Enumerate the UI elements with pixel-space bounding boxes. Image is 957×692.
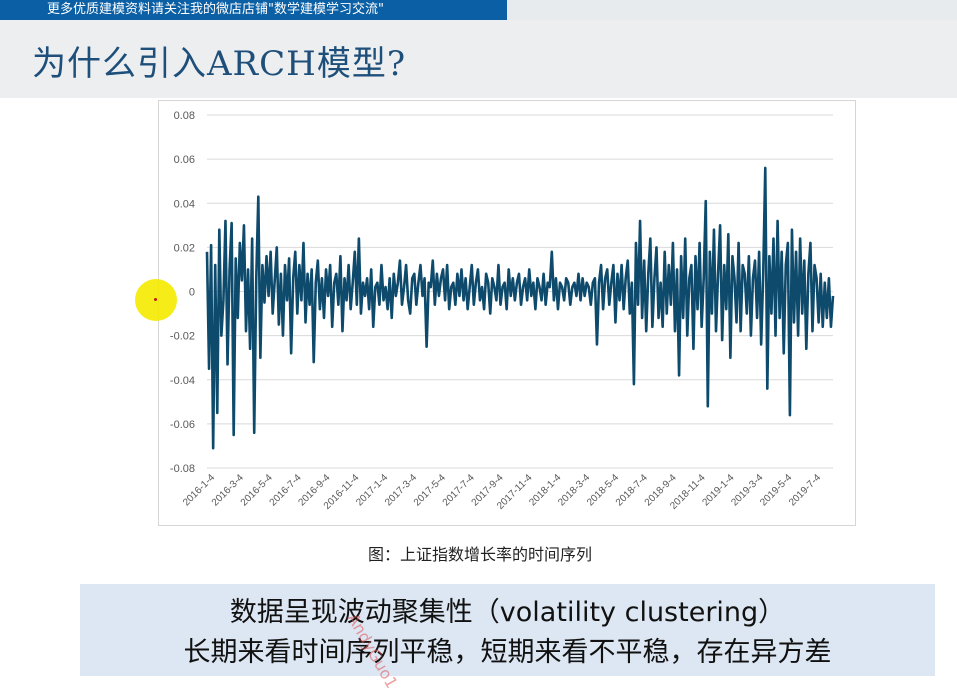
y-tick-label: 0.04 <box>174 198 195 210</box>
y-tick-label: 0.08 <box>174 110 195 122</box>
note-line-1: 数据呈现波动聚集性（volatility clustering） <box>229 597 786 628</box>
y-tick-label: 0 <box>189 287 195 299</box>
y-tick-label: -0.04 <box>170 375 195 387</box>
slide-title: 为什么引入ARCH模型? <box>32 44 407 84</box>
y-tick-label: -0.06 <box>170 419 195 431</box>
note-line-2: 长期来看时间序列平稳，短期来看不平稳，存在异方差 <box>183 637 832 668</box>
y-tick-label: 0.06 <box>174 154 195 166</box>
y-tick-label: 0.02 <box>174 242 195 254</box>
note-box: 数据呈现波动聚集性（volatility clustering） 长期来看时间序… <box>80 584 935 676</box>
figure-caption: 图：上证指数增长率的时间序列 <box>368 545 593 564</box>
pointer-highlight <box>135 279 177 321</box>
y-tick-label: -0.08 <box>170 463 195 475</box>
line-chart: 0.08 0.06 0.04 0.02 0 -0.02 -0.04 -0.06 -0.08 201… <box>170 110 835 512</box>
series-line <box>205 166 835 450</box>
title-bar <box>0 20 957 98</box>
x-tick-label: 2019-7-4 <box>787 472 823 508</box>
promo-banner: 更多优质建模资料请关注我的微店店铺"数学建模学习交流" <box>0 0 507 20</box>
chart-frame: 0.08 0.06 0.04 0.02 0 -0.02 -0.04 -0.06 -0.08 201… <box>158 100 856 526</box>
y-tick-label: -0.02 <box>170 331 195 343</box>
